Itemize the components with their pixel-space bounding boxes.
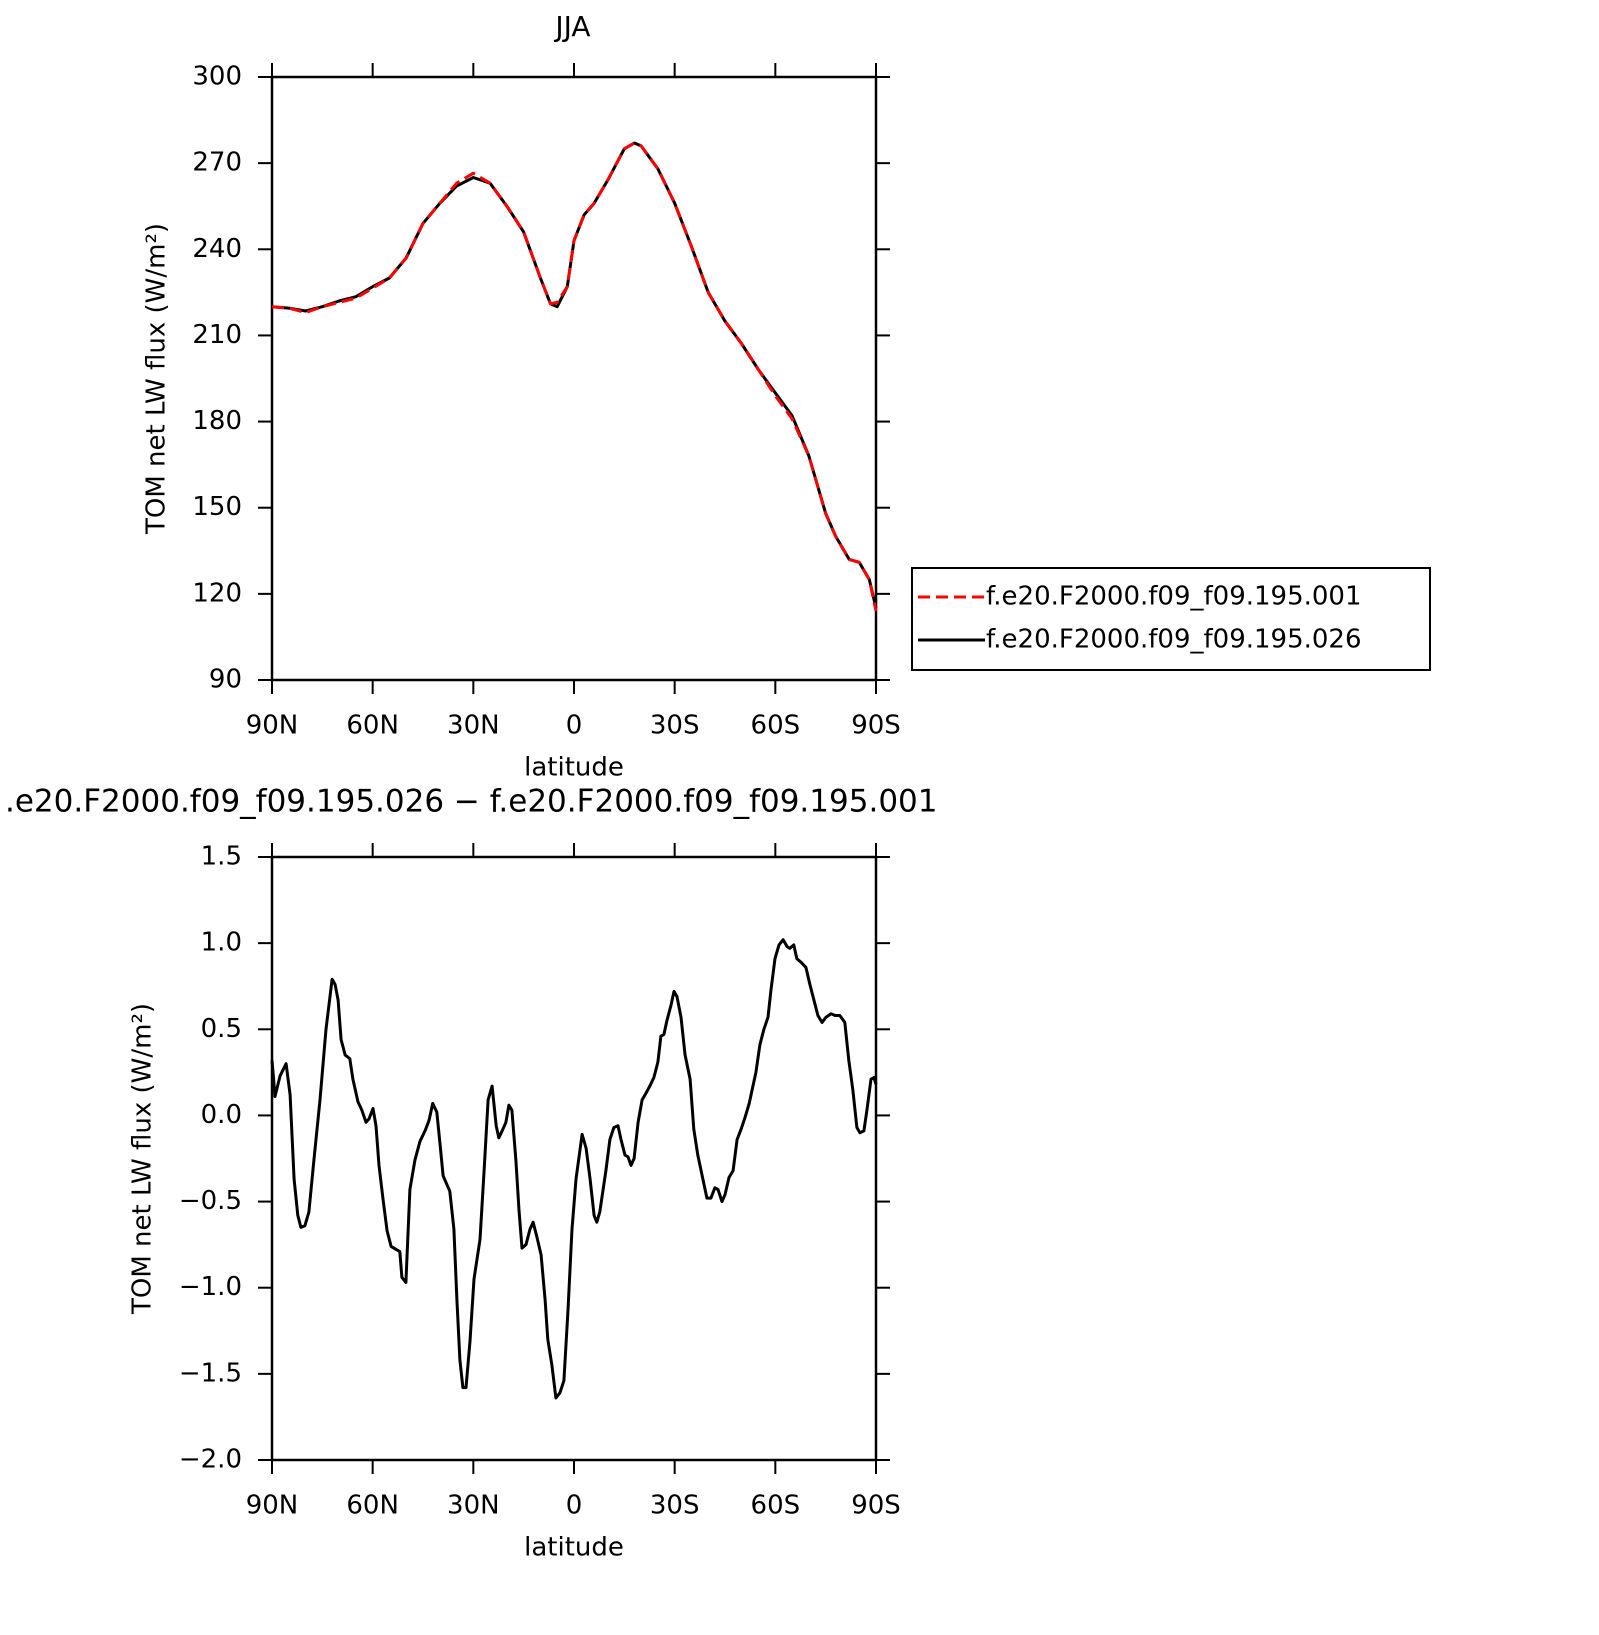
legend-label: f.e20.F2000.f09_f09.195.026 bbox=[986, 625, 1362, 655]
y-axis-label: TOM net LW flux (W/m²) bbox=[142, 223, 172, 535]
y-axis-label: TOM net LW flux (W/m²) bbox=[128, 1003, 158, 1315]
y-tick-label: 1.0 bbox=[201, 928, 242, 958]
y-tick-label: 120 bbox=[192, 578, 242, 608]
x-tick-label: 90S bbox=[851, 1491, 901, 1521]
x-tick-label: 30S bbox=[650, 711, 700, 741]
x-tick-label: 90S bbox=[851, 711, 901, 741]
y-tick-label: −1.5 bbox=[179, 1358, 242, 1388]
legend-box bbox=[911, 567, 1431, 671]
x-tick-label: 30S bbox=[650, 1491, 700, 1521]
chart-title: .e20.F2000.f09_f09.195.026 − f.e20.F2000… bbox=[5, 784, 937, 820]
x-axis-label: latitude bbox=[524, 753, 624, 783]
y-tick-label: −2.0 bbox=[179, 1445, 242, 1475]
x-tick-label: 90N bbox=[246, 711, 299, 741]
x-axis-label: latitude bbox=[524, 1533, 624, 1563]
y-tick-label: 90 bbox=[209, 665, 242, 695]
x-tick-label: 60S bbox=[751, 711, 801, 741]
data-line bbox=[270, 938, 878, 1400]
chart-title: JJA bbox=[553, 10, 590, 43]
y-tick-label: 210 bbox=[192, 320, 242, 350]
x-tick-label: 0 bbox=[566, 1491, 583, 1521]
x-tick-label: 90N bbox=[246, 1491, 299, 1521]
legend-label: f.e20.F2000.f09_f09.195.001 bbox=[986, 582, 1362, 612]
y-tick-label: −0.5 bbox=[179, 1186, 242, 1216]
y-tick-label: −1.0 bbox=[179, 1272, 242, 1302]
plot-frame bbox=[270, 75, 878, 682]
plot-frame bbox=[270, 855, 878, 1462]
x-tick-label: 60N bbox=[346, 1491, 399, 1521]
x-tick-label: 60S bbox=[751, 1491, 801, 1521]
y-tick-label: 300 bbox=[192, 62, 242, 92]
x-tick-label: 30N bbox=[447, 711, 500, 741]
y-tick-label: 0.5 bbox=[201, 1014, 242, 1044]
x-tick-label: 30N bbox=[447, 1491, 500, 1521]
data-line bbox=[271, 141, 878, 612]
y-tick-label: 240 bbox=[192, 234, 242, 264]
y-tick-label: 1.5 bbox=[201, 842, 242, 872]
y-tick-label: 270 bbox=[192, 148, 242, 178]
data-line bbox=[271, 141, 878, 609]
y-tick-label: 180 bbox=[192, 406, 242, 436]
x-tick-label: 0 bbox=[566, 711, 583, 741]
x-tick-label: 60N bbox=[346, 711, 399, 741]
y-tick-label: 150 bbox=[192, 492, 242, 522]
y-tick-label: 0.0 bbox=[201, 1100, 242, 1130]
